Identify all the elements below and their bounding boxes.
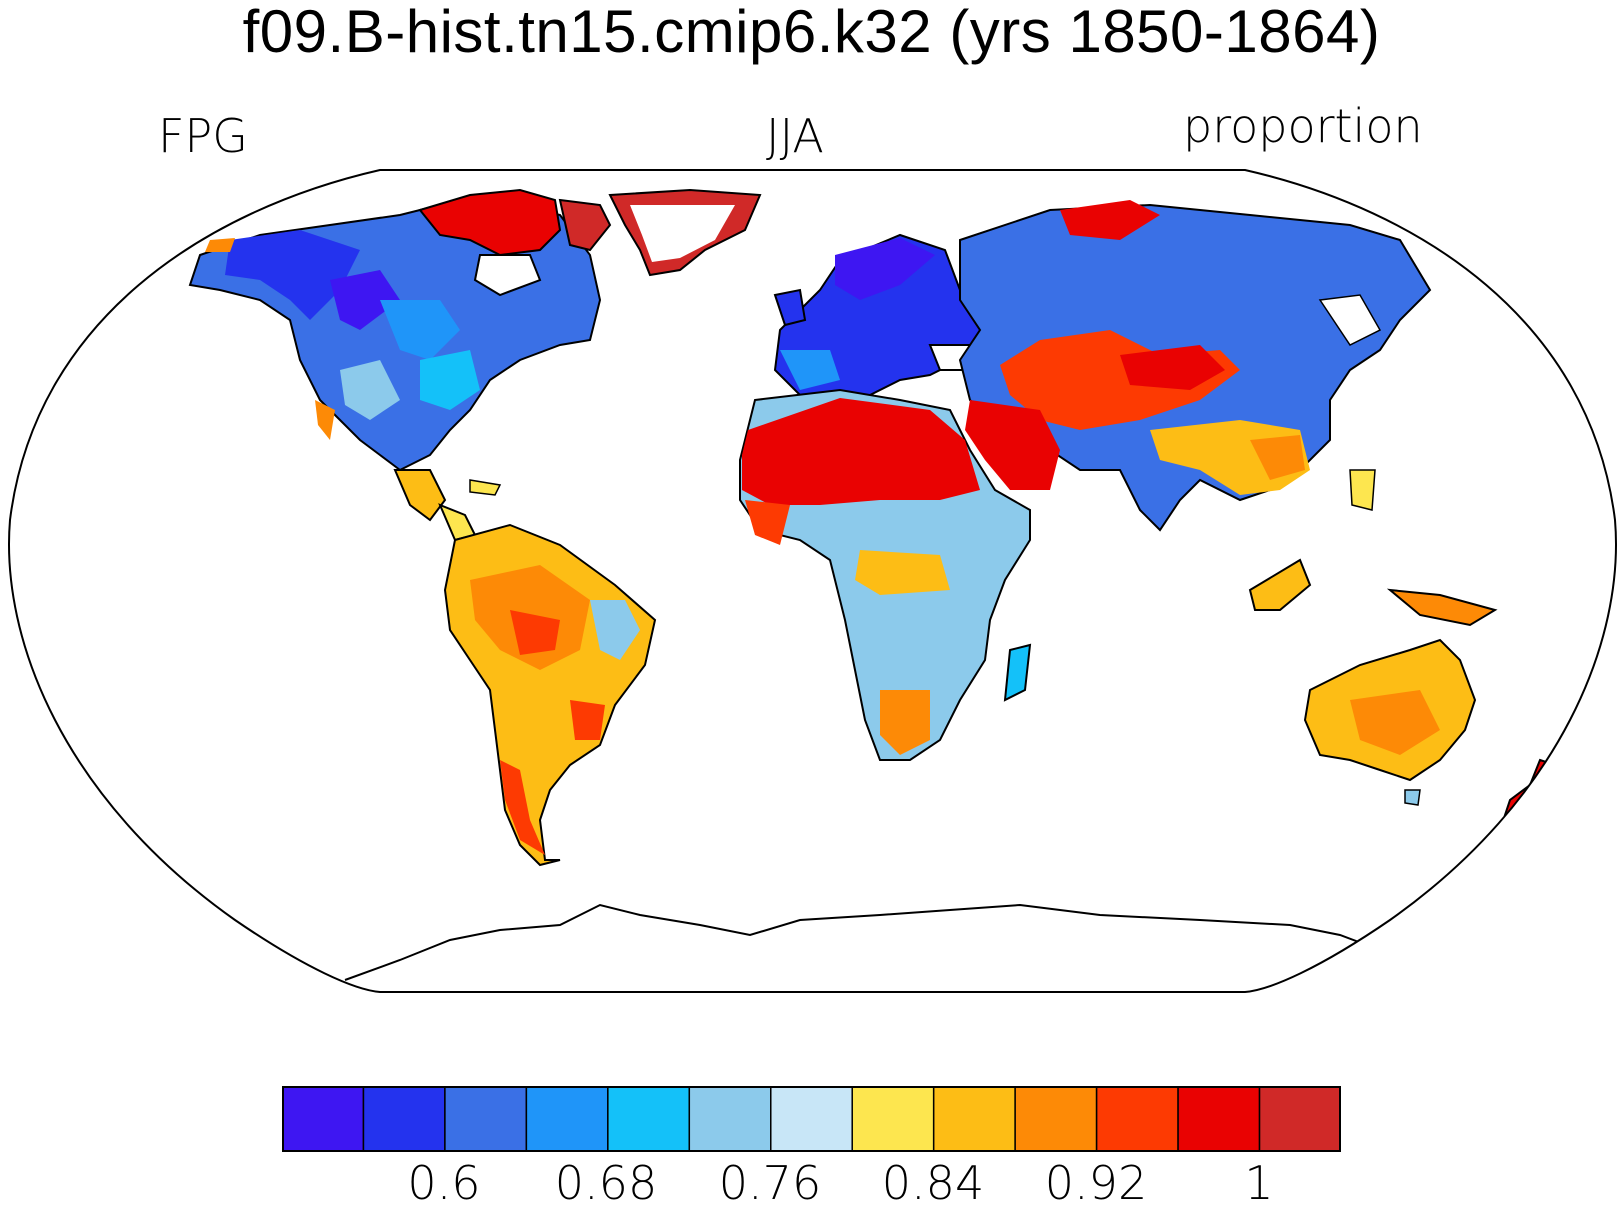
- africa-region: [739, 388, 1032, 761]
- variable-label: FPG: [158, 109, 248, 163]
- colorbar-swatch: [688, 1086, 772, 1152]
- units-label: proportion: [1183, 99, 1423, 153]
- colorbar-swatch: [607, 1086, 691, 1152]
- colorbar-tick-label: 1: [1244, 1156, 1274, 1210]
- antarctica-outline: [344, 903, 1381, 981]
- plot-title: f09.B-hist.tn15.cmip6.k32 (yrs 1850-1864…: [242, 0, 1381, 65]
- colorbar: [282, 1086, 1341, 1152]
- colorbar-tick-label: 0.6: [407, 1156, 481, 1210]
- globe-outline: [8, 169, 1617, 993]
- colorbar-swatch: [525, 1086, 609, 1152]
- colorbar-tick-label: 0.76: [718, 1156, 822, 1210]
- colorbar-swatch: [444, 1086, 528, 1152]
- colorbar-swatch: [1095, 1086, 1179, 1152]
- colorbar-tick-label: 0.84: [881, 1156, 985, 1210]
- europe-region: [773, 233, 1002, 402]
- oceania-region: [1303, 638, 1557, 817]
- colorbar-swatch: [362, 1086, 446, 1152]
- colorbar-swatch: [1258, 1086, 1341, 1152]
- colorbar-swatch: [932, 1086, 1016, 1152]
- colorbar-swatch: [1014, 1086, 1098, 1152]
- colorbar-border: [282, 1086, 1341, 1152]
- colorbar-swatch: [851, 1086, 935, 1152]
- colorbar-swatch: [1177, 1086, 1261, 1152]
- asia-region: [958, 200, 1498, 627]
- colorbar-swatch: [770, 1086, 853, 1152]
- colorbar-swatch: [282, 1086, 365, 1152]
- colorbar-tick-label: 0.92: [1044, 1156, 1148, 1210]
- south-america-region: [443, 523, 657, 867]
- colorbar-tick-label: 0.68: [554, 1156, 658, 1210]
- arctic-region: [205, 188, 762, 297]
- season-label: JJA: [766, 109, 824, 163]
